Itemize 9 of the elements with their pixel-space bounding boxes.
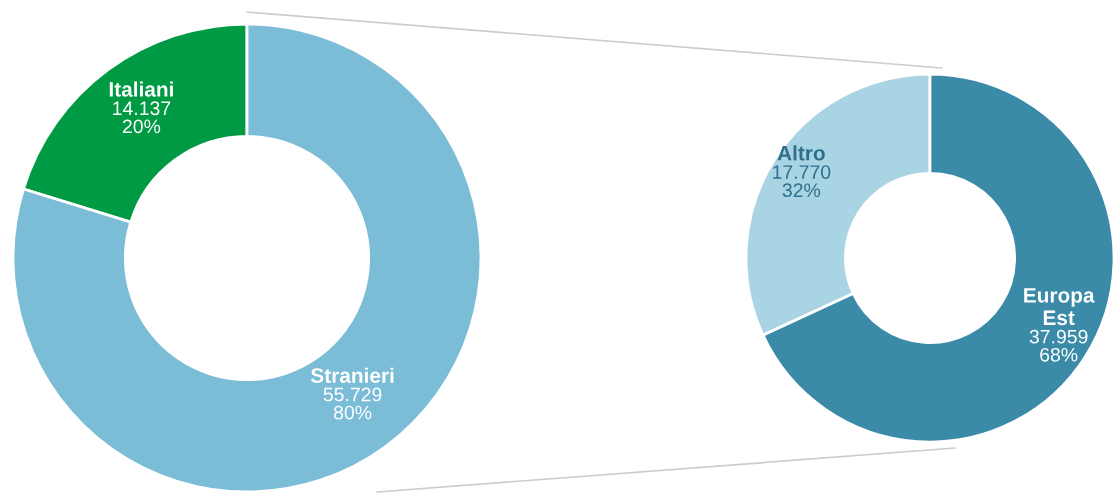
- data-label: 14.137 20%: [113, 101, 171, 134]
- slice-label: Europa Est: [1024, 288, 1095, 326]
- data-label: 37.959 68%: [1029, 329, 1088, 362]
- slice-label: Italiani: [109, 81, 173, 97]
- slice-label: Stranieri: [310, 367, 394, 383]
- data-label: 55.729 80%: [323, 387, 382, 420]
- data-label: 17.770 32%: [773, 165, 831, 198]
- slice-label: Altro: [777, 145, 825, 161]
- donut-slice: [11, 22, 483, 494]
